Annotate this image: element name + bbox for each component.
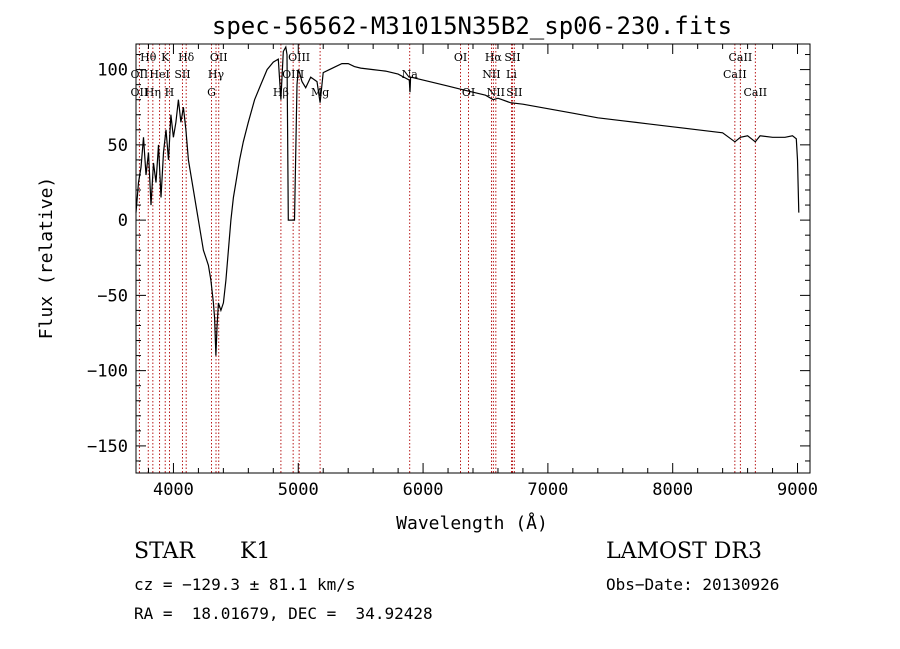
- plot-frame: [135, 43, 811, 474]
- spectrum-line: [135, 45, 800, 356]
- object-subclass: K1: [240, 539, 271, 564]
- line-marker-label: H: [165, 86, 175, 99]
- x-axis-label: Wavelength (Å): [396, 512, 548, 534]
- x-tick-label: 4000: [153, 480, 194, 500]
- line-marker-label: OII: [210, 51, 228, 64]
- object-class: STAR: [134, 539, 195, 564]
- line-marker-label: CaII: [743, 86, 767, 99]
- redshift-readout: cz = −129.3 ± 81.1 km/s: [134, 575, 356, 594]
- line-marker-label: OI: [462, 86, 475, 99]
- x-tick-label: 8000: [652, 480, 693, 500]
- y-tick-label: 0: [118, 211, 128, 231]
- line-marker-label: CaII: [723, 68, 747, 81]
- line-marker-label: NII: [487, 86, 505, 99]
- line-markers: [138, 44, 756, 473]
- line-marker-label: NII: [482, 68, 500, 81]
- line-marker-label: K: [161, 51, 170, 64]
- line-marker-label: SII: [174, 68, 190, 81]
- line-marker-label: Hη: [145, 86, 161, 99]
- y-tick-label: 100: [97, 61, 128, 81]
- y-axis-label: Flux (relative): [36, 177, 57, 340]
- line-marker-label: OII: [131, 86, 149, 99]
- y-tick-label: 50: [108, 136, 128, 156]
- chart-title: spec-56562-M31015N35B2_sp06-230.fits: [212, 12, 732, 40]
- line-marker-label: CaII: [729, 51, 753, 64]
- y-tick-label: −150: [87, 437, 128, 457]
- x-axis-ticks: 4000 5000 6000 7000 8000 9000: [147, 44, 818, 500]
- x-tick-label: 5000: [278, 480, 319, 500]
- line-marker-label: SII: [504, 51, 520, 64]
- obs-date: Obs−Date: 20130926: [606, 575, 780, 594]
- coordinates: RA = 18.01679, DEC = 34.92428: [134, 604, 433, 623]
- x-tick-label: 9000: [777, 480, 818, 500]
- line-marker-label: OI: [454, 51, 467, 64]
- line-marker-label: G: [207, 86, 216, 99]
- line-marker-label: HeI: [149, 68, 169, 81]
- y-axis-ticks: −150 −100 −50 0 50 100: [87, 54, 810, 462]
- line-marker-label: Hθ: [140, 51, 157, 64]
- line-marker-label: OII: [131, 68, 149, 81]
- x-tick-label: 7000: [527, 480, 568, 500]
- line-marker-label: Hγ: [208, 68, 225, 81]
- line-marker-label: Mg: [311, 86, 329, 99]
- survey-name: LAMOST DR3: [606, 539, 762, 564]
- line-marker-label: Hα: [485, 51, 503, 64]
- line-marker-label: Li: [506, 68, 517, 81]
- y-tick-label: −50: [97, 286, 128, 306]
- x-tick-label: 6000: [403, 480, 444, 500]
- y-tick-label: −100: [87, 362, 128, 382]
- line-marker-label: Hδ: [178, 51, 195, 64]
- line-marker-label: SII: [506, 86, 522, 99]
- line-marker-label: OIII: [288, 51, 310, 64]
